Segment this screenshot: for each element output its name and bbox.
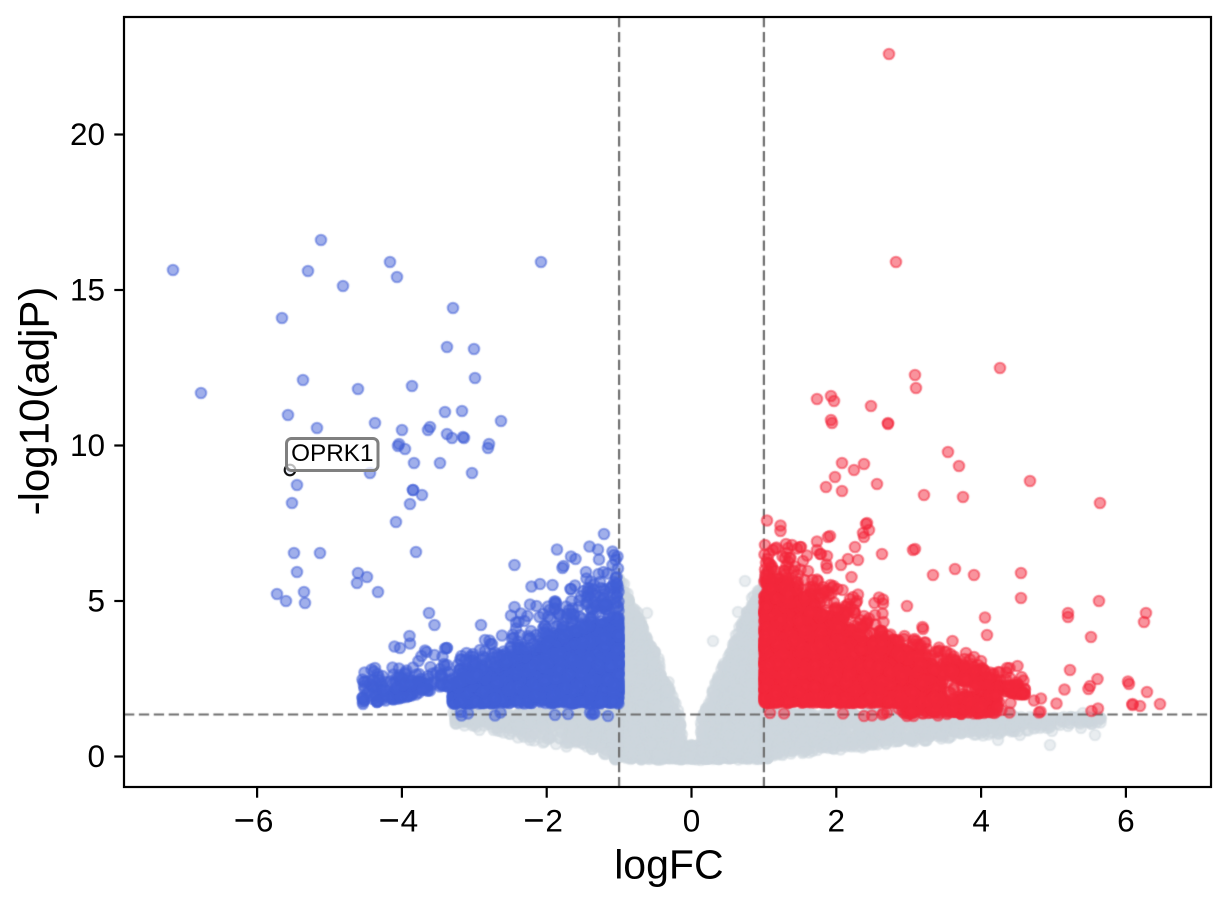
svg-text:6: 6 xyxy=(1117,802,1135,838)
svg-text:0: 0 xyxy=(87,738,105,774)
svg-text:2: 2 xyxy=(828,802,846,838)
svg-text:0: 0 xyxy=(683,802,701,838)
svg-text:6: 6 xyxy=(256,802,274,838)
svg-text:-log10(adjP): -log10(adjP) xyxy=(11,287,58,516)
svg-text:4: 4 xyxy=(401,802,419,838)
svg-text:10: 10 xyxy=(70,427,105,463)
svg-text:5: 5 xyxy=(87,583,105,619)
svg-text:logFC: logFC xyxy=(614,842,723,888)
svg-text:2: 2 xyxy=(545,802,563,838)
svg-text:4: 4 xyxy=(972,802,990,838)
svg-text:OPRK1: OPRK1 xyxy=(291,440,373,467)
svg-text:20: 20 xyxy=(70,116,105,152)
svg-text:15: 15 xyxy=(70,272,105,308)
